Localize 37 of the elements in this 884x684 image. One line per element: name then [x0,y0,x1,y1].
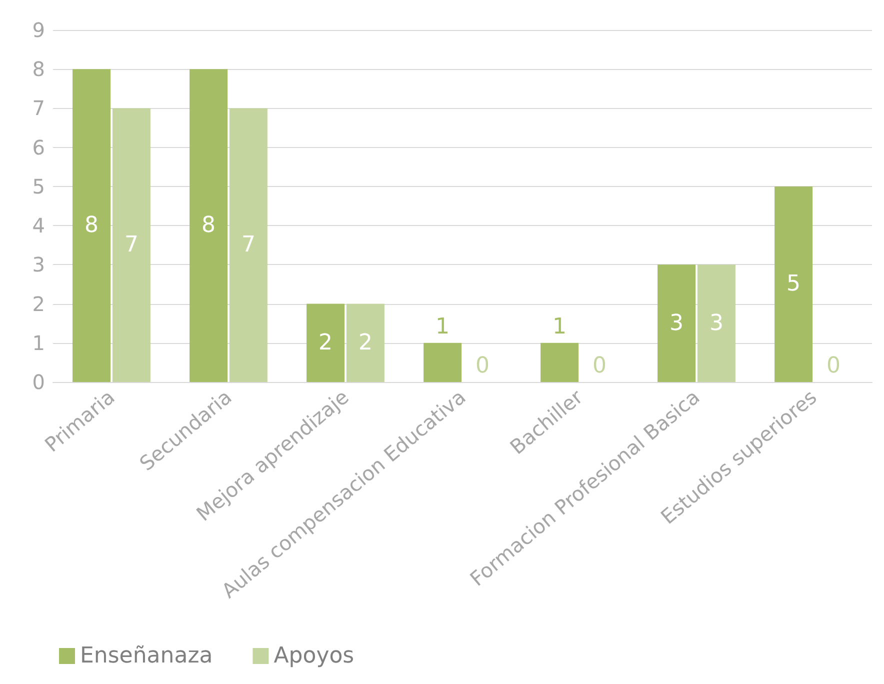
data-label: 8 [84,213,99,238]
y-tick-label: 8 [32,57,45,82]
y-tick-label: 0 [32,370,45,394]
bar [346,304,384,382]
bar [540,342,579,382]
y-tick-label: 5 [32,174,45,198]
y-tick-label: 7 [32,96,45,120]
y-tick-label: 9 [32,18,45,42]
data-label: 8 [202,213,216,238]
data-label: 1 [552,314,567,340]
bar [112,108,150,382]
data-label: 0 [475,354,490,378]
legend-label: Enseñanaza [80,644,213,668]
bar [697,264,736,382]
data-label: 2 [318,330,333,356]
bar [658,264,696,382]
data-label: 7 [241,232,256,258]
legend-label: Apoyos [274,644,354,668]
data-label: 3 [670,310,684,336]
bar [306,304,345,382]
data-label: 3 [709,310,724,336]
data-label: 5 [786,272,801,297]
y-tick-label: 3 [32,252,45,277]
data-label: 0 [826,354,840,378]
data-label: 7 [124,232,138,258]
data-label: 2 [358,330,372,356]
data-label: 0 [592,354,606,378]
data-label: 1 [436,314,450,340]
y-tick-label: 1 [32,330,45,355]
bar [72,69,111,382]
bar [424,342,462,382]
bar [229,108,268,382]
y-tick-label: 2 [32,292,45,316]
y-tick-label: 4 [32,214,45,238]
y-tick-label: 6 [32,135,45,160]
bar [774,186,813,382]
bar [190,69,228,382]
